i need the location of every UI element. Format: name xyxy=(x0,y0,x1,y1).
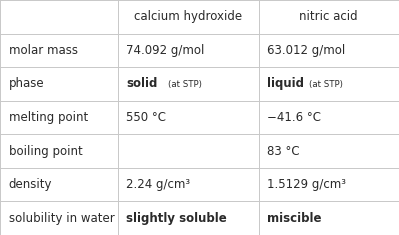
Text: 74.092 g/mol: 74.092 g/mol xyxy=(126,44,205,57)
Text: miscible: miscible xyxy=(267,212,322,225)
Text: melting point: melting point xyxy=(9,111,88,124)
Text: liquid: liquid xyxy=(267,77,304,90)
Text: molar mass: molar mass xyxy=(9,44,78,57)
Text: 83 °C: 83 °C xyxy=(267,145,300,157)
Text: −41.6 °C: −41.6 °C xyxy=(267,111,321,124)
Text: 1.5129 g/cm³: 1.5129 g/cm³ xyxy=(267,178,346,191)
Text: calcium hydroxide: calcium hydroxide xyxy=(134,10,242,23)
Text: 550 °C: 550 °C xyxy=(126,111,166,124)
Text: solid: solid xyxy=(126,77,158,90)
Text: 2.24 g/cm³: 2.24 g/cm³ xyxy=(126,178,191,191)
Text: solubility in water: solubility in water xyxy=(9,212,115,225)
Text: (at STP): (at STP) xyxy=(309,80,343,89)
Text: phase: phase xyxy=(9,77,44,90)
Text: slightly soluble: slightly soluble xyxy=(126,212,227,225)
Text: boiling point: boiling point xyxy=(9,145,83,157)
Text: density: density xyxy=(9,178,52,191)
Text: 63.012 g/mol: 63.012 g/mol xyxy=(267,44,346,57)
Text: nitric acid: nitric acid xyxy=(300,10,358,23)
Text: (at STP): (at STP) xyxy=(168,80,202,89)
